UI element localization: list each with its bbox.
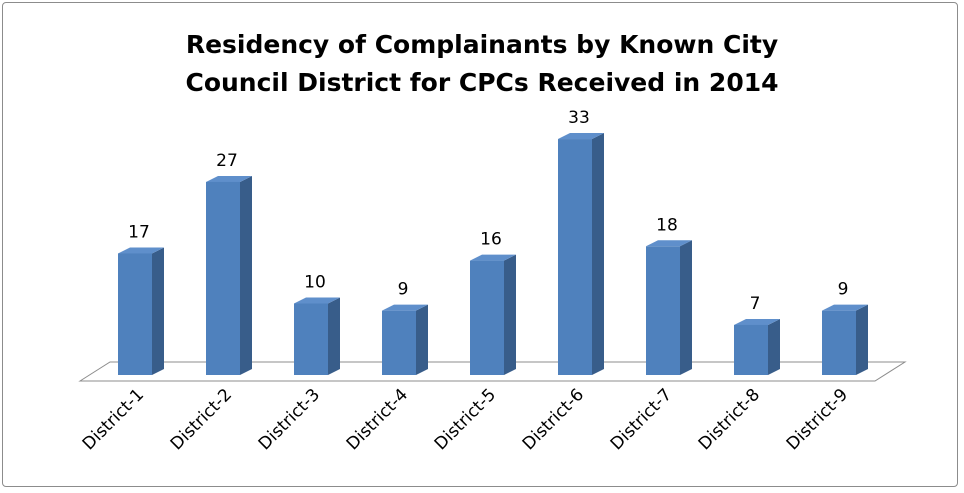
bar-top <box>558 133 604 140</box>
x-tick-label: District-5 <box>431 385 500 454</box>
data-label: 27 <box>216 151 238 171</box>
chart-title: Residency of Complainants by Known City … <box>185 30 779 97</box>
x-tick-label: District-1 <box>79 385 148 454</box>
bar-side <box>152 247 164 375</box>
data-label: 9 <box>838 280 849 300</box>
bar-top <box>118 247 164 254</box>
bar-side <box>504 254 516 375</box>
bar <box>734 324 768 375</box>
bar-top <box>822 304 868 311</box>
bar-side <box>416 304 428 375</box>
bar-top <box>470 254 516 261</box>
x-tick-label: District-4 <box>343 385 412 454</box>
x-tick-label: District-9 <box>783 385 852 454</box>
bar-top <box>294 297 340 304</box>
bar-side <box>328 297 340 375</box>
bar-side <box>768 318 780 375</box>
x-tick-label: District-6 <box>519 385 588 454</box>
x-tick-label: District-3 <box>255 385 324 454</box>
data-label: 18 <box>656 215 678 235</box>
bar-side <box>592 133 604 375</box>
bar-side <box>240 175 252 375</box>
data-label: 16 <box>480 230 502 250</box>
bar <box>294 303 328 375</box>
bar-top <box>382 304 428 311</box>
bar <box>206 181 240 375</box>
bar-top <box>646 240 692 247</box>
x-tick-label: District-7 <box>607 385 676 454</box>
data-label: 10 <box>304 273 326 293</box>
bar-side <box>856 304 868 375</box>
bar-top <box>734 318 780 325</box>
data-label: 33 <box>568 108 590 128</box>
x-tick-label: District-8 <box>695 385 764 454</box>
bar-top <box>206 175 252 182</box>
bar <box>118 253 152 375</box>
data-label: 9 <box>398 280 409 300</box>
bar <box>382 310 416 375</box>
bar-side <box>680 240 692 375</box>
bar <box>558 139 592 375</box>
data-label: 7 <box>750 294 761 314</box>
chart-frame <box>2 2 958 487</box>
bar <box>822 310 856 375</box>
x-tick-label: District-2 <box>167 385 236 454</box>
bar <box>646 246 680 375</box>
floor <box>78 361 907 382</box>
bar <box>470 260 504 375</box>
data-label: 17 <box>128 222 150 242</box>
